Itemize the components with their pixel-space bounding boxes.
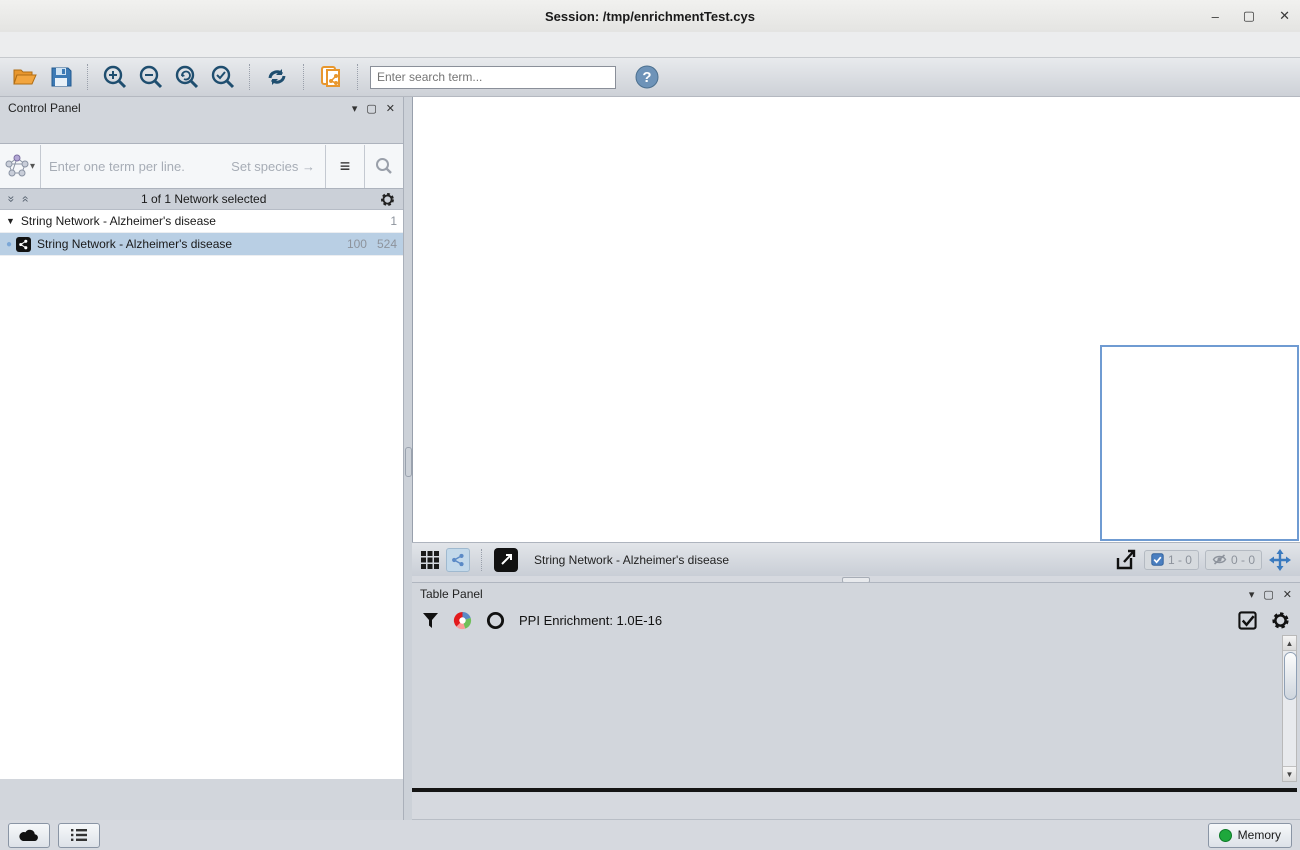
filter-icon[interactable]	[422, 612, 439, 629]
memory-button[interactable]: Memory	[1207, 822, 1292, 848]
toolbar-separator	[249, 64, 251, 90]
network-row-selected[interactable]: ● String Network - Alzheimer's disease 1…	[0, 233, 403, 256]
enrichment-table	[415, 635, 1282, 790]
scroll-down-icon[interactable]: ▼	[1283, 766, 1296, 781]
search-input[interactable]	[370, 65, 616, 89]
table-panel-tabs	[412, 793, 1300, 820]
grid-view-icon[interactable]	[420, 550, 440, 570]
panel-close-icon[interactable]: ✕	[1282, 588, 1292, 601]
title-bar: Session: /tmp/enrichmentTest.cys – ▢ ✕	[0, 0, 1300, 33]
table-panel: Table Panel ▾ ▢ ✕ PPI Enrichment: 1.0E-1…	[412, 582, 1300, 793]
network-selection-bar: » » 1 of 1 Network selected	[0, 189, 403, 209]
toolbar-separator	[303, 64, 305, 90]
zoom-in-button[interactable]	[100, 62, 130, 92]
window-title: Session: /tmp/enrichmentTest.cys	[545, 8, 755, 24]
network-name: String Network - Alzheimer's disease	[37, 237, 233, 251]
minimize-icon[interactable]: –	[1211, 8, 1219, 24]
table-panel-header: Table Panel ▾ ▢ ✕	[412, 583, 1300, 605]
menu-bar	[0, 32, 1300, 58]
network-options-gear-icon[interactable]	[380, 192, 395, 207]
table-body	[415, 653, 1282, 790]
collection-count: 1	[390, 214, 397, 228]
vertical-splitter[interactable]	[404, 97, 412, 820]
cloud-icon[interactable]	[8, 822, 50, 848]
network-view-toolbar: String Network - Alzheimer's disease 1 -…	[412, 542, 1300, 576]
toolbar-separator	[87, 64, 89, 90]
network-collection-row[interactable]: ▼ String Network - Alzheimer's disease 1	[0, 210, 403, 233]
refresh-button[interactable]	[262, 62, 292, 92]
close-icon[interactable]: ✕	[1279, 8, 1290, 23]
memory-label: Memory	[1237, 828, 1281, 842]
network-selection-text: 1 of 1 Network selected	[140, 192, 267, 206]
open-session-button[interactable]	[10, 62, 40, 92]
control-panel-header: Control Panel ▾ ▢ ✕	[0, 97, 403, 119]
zoom-out-button[interactable]	[136, 62, 166, 92]
task-list-icon[interactable]	[58, 822, 100, 848]
set-species-label[interactable]: Set species →	[231, 158, 315, 174]
current-network-bullet-icon: ●	[6, 238, 13, 250]
string-search-icon[interactable]	[364, 144, 403, 188]
string-options-icon[interactable]: ≡	[325, 144, 364, 188]
collapse-all-icon[interactable]: »	[17, 195, 32, 203]
control-panel-title: Control Panel	[8, 101, 81, 115]
scrollbar-thumb[interactable]	[1284, 652, 1297, 700]
string-term-input[interactable]	[41, 157, 232, 175]
help-icon[interactable]: ?	[632, 62, 662, 92]
birdseye-toggle-icon[interactable]	[1268, 548, 1292, 572]
splitter-grip[interactable]	[405, 447, 412, 477]
panel-menu-icon[interactable]: ▾	[351, 102, 358, 115]
zoom-fit-button[interactable]	[172, 62, 202, 92]
export-network-icon[interactable]	[1114, 548, 1138, 572]
enrichment-toolbar: PPI Enrichment: 1.0E-16	[412, 605, 1300, 635]
toolbar-separator	[357, 64, 359, 90]
svg-text:?: ?	[642, 69, 651, 86]
selected-nodes-indicator: 1 - 0	[1143, 549, 1199, 570]
tree-expand-icon[interactable]: ▼	[6, 216, 15, 226]
hidden-elements-indicator: 0 - 0	[1204, 549, 1262, 570]
panel-float-icon[interactable]: ▢	[1263, 588, 1274, 601]
control-panel: Control Panel ▾ ▢ ✕ ▾ Set species → ≡ » …	[0, 97, 404, 820]
control-panel-tabs	[0, 119, 403, 143]
collection-name: String Network - Alzheimer's disease	[20, 214, 216, 228]
save-session-button[interactable]	[46, 62, 76, 92]
table-bottom-edge	[412, 788, 1297, 792]
expand-all-icon[interactable]: »	[4, 195, 19, 203]
panel-close-icon[interactable]: ✕	[385, 102, 395, 115]
panel-menu-icon[interactable]: ▾	[1248, 588, 1255, 601]
maximize-icon[interactable]: ▢	[1242, 8, 1256, 23]
main-toolbar: ?	[0, 58, 1300, 97]
share-network-icon[interactable]	[446, 547, 470, 572]
zoom-selected-button[interactable]	[208, 62, 238, 92]
settings-gear-icon[interactable]	[1271, 611, 1290, 630]
table-vertical-scrollbar[interactable]: ▲ ▼	[1282, 635, 1297, 782]
status-bar: Memory	[0, 820, 1300, 850]
network-edge-count: 524	[376, 237, 397, 251]
string-network-icon	[16, 236, 32, 252]
draw-charts-icon[interactable]	[453, 611, 472, 630]
network-node-count: 100	[346, 237, 367, 251]
panel-float-icon[interactable]: ▢	[366, 102, 377, 115]
birdseye-view[interactable]	[1100, 345, 1299, 541]
reset-charts-icon[interactable]	[486, 611, 505, 630]
string-app-icon[interactable]: ▾	[0, 144, 41, 188]
table-header-row	[415, 635, 1282, 653]
network-tree: ▼ String Network - Alzheimer's disease 1…	[0, 209, 403, 779]
network-from-clipboard-button[interactable]	[316, 62, 346, 92]
table-panel-title: Table Panel	[420, 587, 483, 601]
toolbar-separator	[481, 548, 483, 571]
open-in-window-icon[interactable]	[494, 547, 518, 572]
string-search-bar: ▾ Set species → ≡	[0, 143, 403, 189]
scroll-up-icon[interactable]: ▲	[1283, 636, 1296, 651]
select-rows-icon[interactable]	[1238, 610, 1257, 630]
chevron-down-icon[interactable]: ▾	[29, 160, 36, 172]
ppi-enrichment-label: PPI Enrichment: 1.0E-16	[519, 612, 663, 628]
memory-status-icon	[1218, 828, 1232, 842]
network-view-title: String Network - Alzheimer's disease	[534, 552, 730, 567]
